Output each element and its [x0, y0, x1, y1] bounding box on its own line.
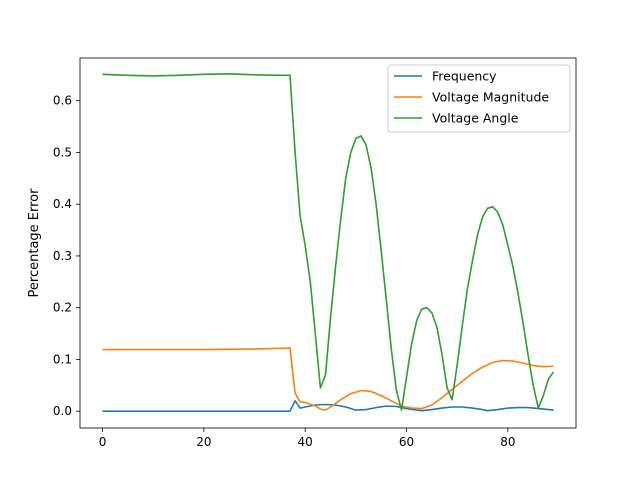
y-tick-label: 0.1 — [53, 352, 72, 366]
x-tick-label: 0 — [99, 435, 107, 449]
x-tick-label: 40 — [298, 435, 313, 449]
y-tick-label: 0.0 — [53, 404, 72, 418]
series-line-1 — [102, 400, 554, 412]
x-tick-label: 60 — [399, 435, 414, 449]
y-axis-ticks: 0.0 0.1 0.2 0.3 0.4 0.5 0.6 — [53, 94, 80, 418]
y-tick-label: 0.5 — [53, 145, 72, 159]
legend: Frequency Voltage Magnitude Voltage Angle — [387, 64, 571, 133]
y-tick-label: 0.4 — [53, 197, 72, 211]
x-axis-ticks: 0 20 40 60 80 — [99, 428, 515, 449]
y-tick-label: 0.2 — [53, 301, 72, 315]
x-tick-label: 20 — [196, 435, 211, 449]
legend-label: Frequency — [432, 69, 497, 84]
legend-label: Voltage Angle — [432, 111, 519, 126]
legend-box — [387, 64, 571, 133]
y-tick-label: 0.6 — [53, 94, 72, 108]
series-line-2 — [102, 347, 554, 411]
series-line-3 — [102, 73, 555, 411]
y-tick-label: 0.3 — [53, 249, 72, 263]
series-lines — [102, 73, 555, 412]
legend-label: Voltage Magnitude — [432, 90, 549, 105]
y-axis-label: Percentage Error — [27, 188, 42, 298]
plot-frame — [79, 57, 577, 429]
x-tick-label: 80 — [500, 435, 515, 449]
